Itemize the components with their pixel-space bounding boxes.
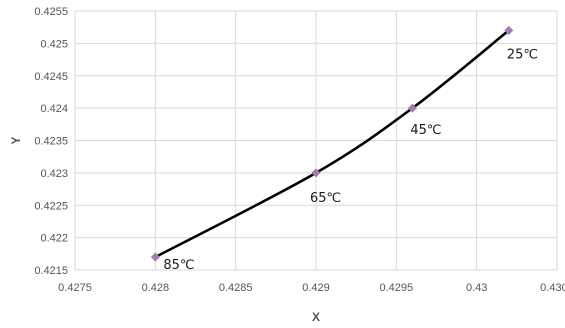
x-tick-label: 0.4275 <box>58 282 92 294</box>
series <box>150 25 514 262</box>
y-tick-label: 0.424 <box>40 103 68 115</box>
y-tick-label: 0.4215 <box>34 265 68 277</box>
y-tick-label: 0.422 <box>40 233 68 245</box>
x-tick-label: 0.429 <box>302 282 330 294</box>
data-label: 25℃ <box>507 47 538 62</box>
grid <box>74 10 558 271</box>
x-tick-label: 0.4305 <box>540 282 565 294</box>
data-point <box>150 252 160 262</box>
data-label: 65℃ <box>310 191 341 206</box>
y-axis-label: Y <box>9 136 23 144</box>
data-label: 85℃ <box>163 258 194 273</box>
x-axis-label: X <box>312 310 320 324</box>
x-tick-label: 0.428 <box>142 282 170 294</box>
x-tick-label: 0.43 <box>466 282 487 294</box>
y-tick-label: 0.4245 <box>34 71 68 83</box>
y-tick-label: 0.4255 <box>34 6 68 18</box>
y-tick-label: 0.425 <box>40 38 68 50</box>
x-tick-label: 0.4285 <box>219 282 253 294</box>
data-point <box>407 103 417 113</box>
data-labels: 85℃ 65℃ 45℃ 25℃ <box>163 47 538 273</box>
series-line <box>154 29 511 259</box>
x-tick-label: 0.4295 <box>380 282 414 294</box>
y-tick-label: 0.4225 <box>34 200 68 212</box>
data-label: 45℃ <box>410 123 441 138</box>
y-tick-label: 0.4235 <box>34 136 68 148</box>
y-tick-label: 0.423 <box>40 168 68 180</box>
tick-labels: 0.4275 0.428 0.4285 0.429 0.4295 0.43 0.4305 0.… <box>34 6 565 294</box>
